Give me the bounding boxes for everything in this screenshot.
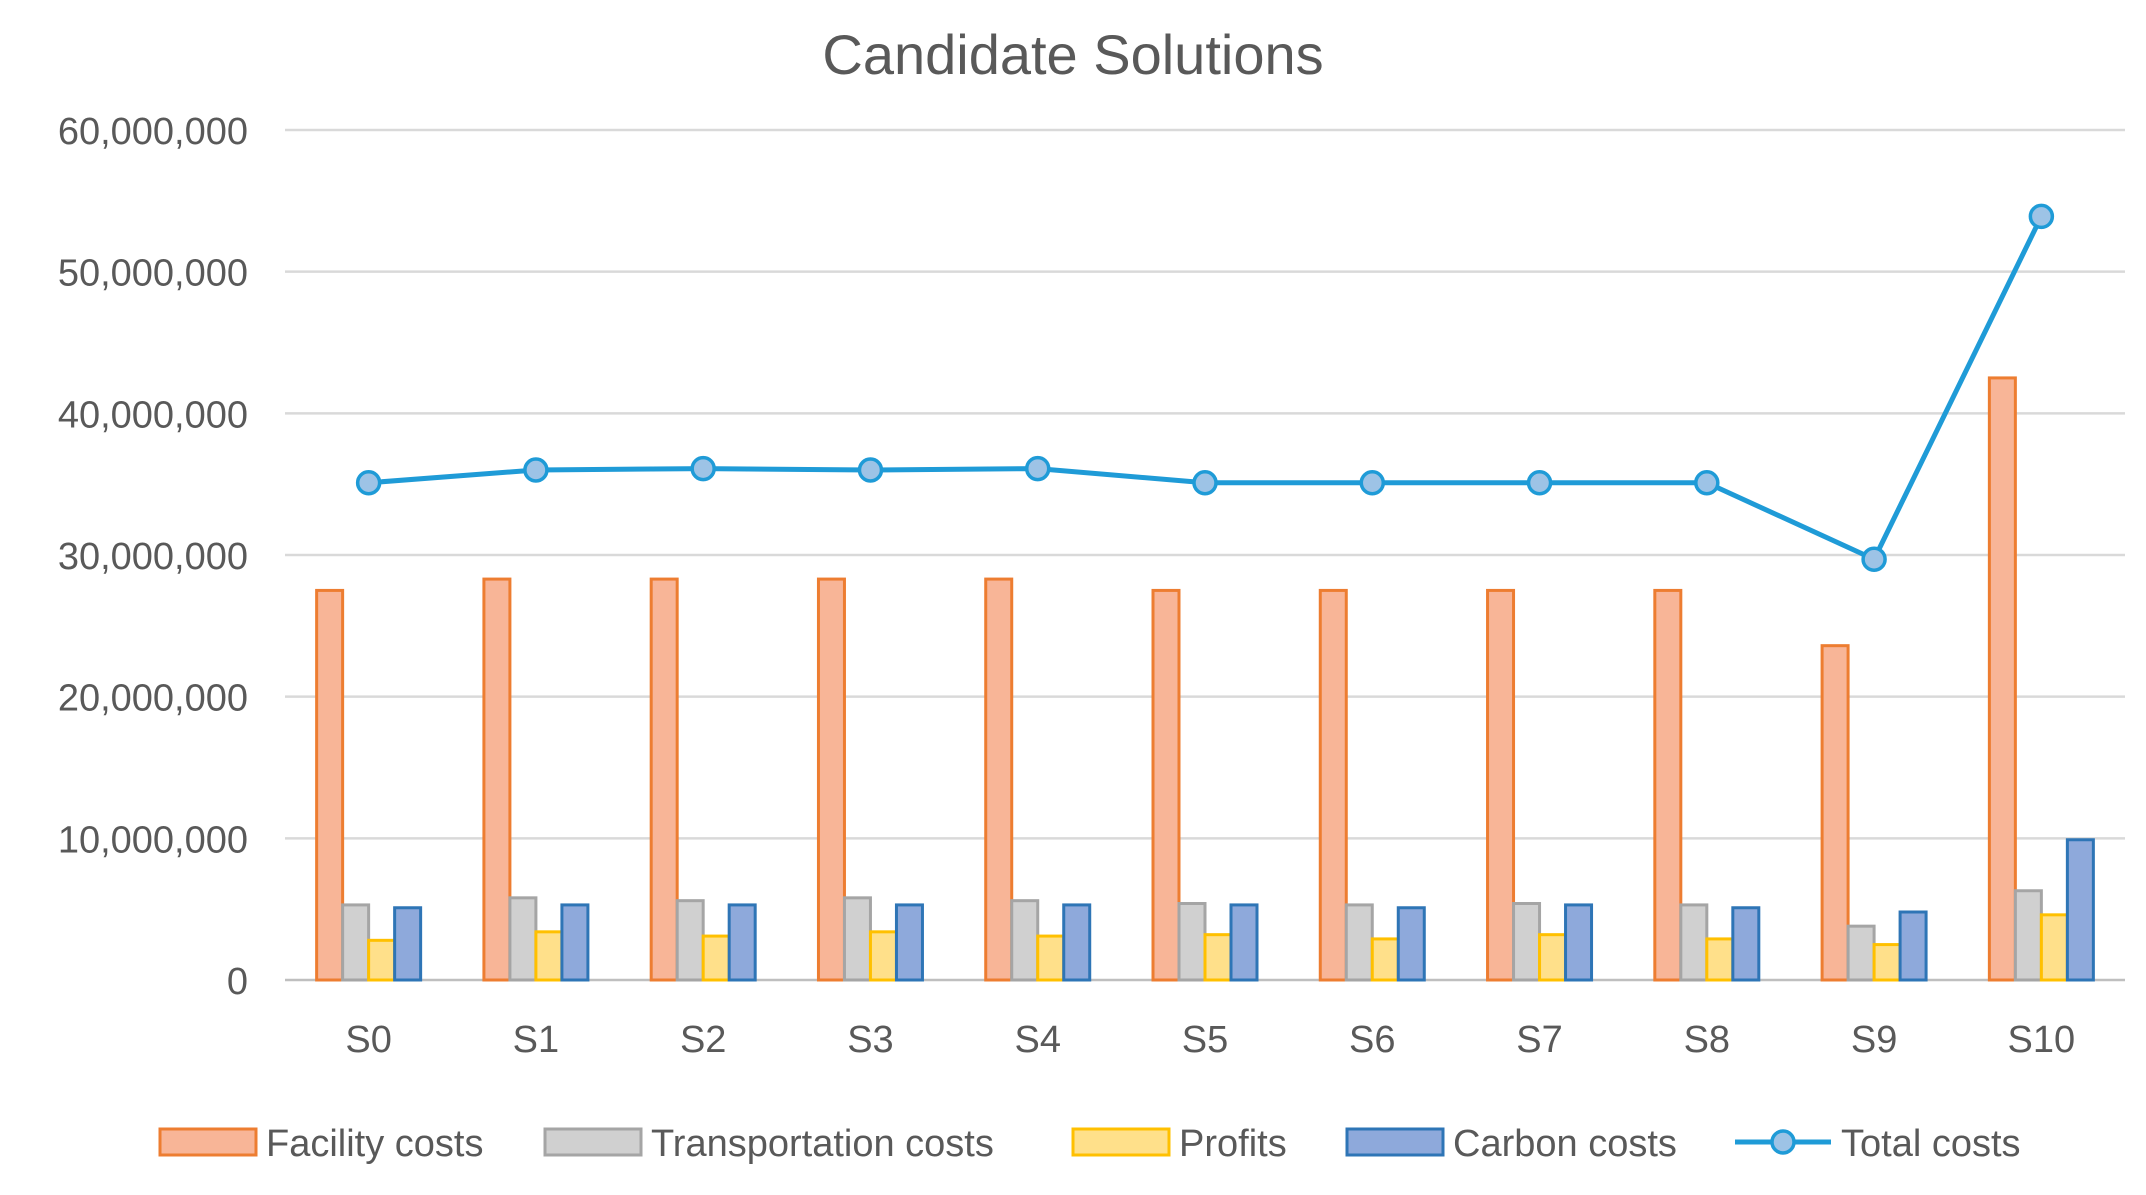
bar-profits — [1872, 943, 1902, 982]
y-axis-ticks: 0 10,000,000 20,000,000 30,000,000 40,000,00… — [58, 111, 248, 1003]
y-tick-label: 20,000,000 — [58, 678, 248, 720]
total-costs-point — [1526, 470, 1553, 496]
bar-transportation-costs — [508, 896, 538, 982]
legend-swatch-facility-costs — [158, 1127, 258, 1157]
bar-transportation-costs — [842, 896, 872, 982]
x-tick-label: S1 — [513, 1019, 559, 1061]
bar-profits — [868, 930, 898, 982]
y-tick-label: 60,000,000 — [58, 111, 248, 153]
bar-profits — [701, 934, 731, 982]
legend-label-total-costs: Total costs — [1841, 1123, 2021, 1165]
total-costs-point — [523, 457, 549, 483]
bar-transportation-costs — [1010, 899, 1040, 982]
x-axis-ticks: S0 S1 S2 S3 S4 S5 S6 S7 S8 S9 S10 — [345, 1019, 2075, 1061]
bar-profits — [1036, 934, 1066, 982]
x-tick-label: S2 — [680, 1019, 726, 1061]
bar-carbon-costs — [2065, 838, 2095, 982]
bar-profits — [534, 930, 564, 982]
legend-swatch-carbon-costs — [1345, 1127, 1445, 1157]
x-tick-label: S8 — [1684, 1019, 1730, 1061]
y-tick-label: 40,000,000 — [58, 394, 248, 436]
total-costs-point — [1359, 470, 1386, 496]
legend-swatch-profits — [1071, 1127, 1171, 1157]
bar-profits — [367, 938, 397, 982]
legend-swatch-transportation-costs — [543, 1127, 643, 1157]
bar-transportation-costs — [1846, 924, 1876, 982]
total-costs-point — [1861, 546, 1887, 572]
x-tick-label: S7 — [1516, 1019, 1562, 1061]
bar-facility-costs — [1987, 376, 2017, 982]
bars — [315, 376, 2095, 982]
bar-carbon-costs — [1229, 903, 1259, 982]
bar-profits — [1370, 937, 1400, 982]
total-costs-point — [355, 470, 382, 496]
x-tick-label: S5 — [1182, 1019, 1228, 1061]
bar-transportation-costs — [341, 903, 371, 982]
total-costs-point — [1694, 470, 1720, 496]
bar-facility-costs — [816, 577, 846, 982]
x-tick-label: S6 — [1349, 1019, 1395, 1061]
bar-facility-costs — [1151, 588, 1181, 982]
x-tick-label: S3 — [847, 1019, 893, 1061]
bar-transportation-costs — [1344, 903, 1374, 982]
total-costs-point — [2028, 203, 2055, 230]
bar-facility-costs — [984, 577, 1014, 982]
total-costs-line — [355, 203, 2055, 572]
y-tick-label: 30,000,000 — [58, 536, 248, 578]
bar-facility-costs — [1653, 588, 1683, 982]
bar-carbon-costs — [1898, 910, 1928, 982]
total-costs-point — [1192, 470, 1218, 496]
bar-profits — [1203, 933, 1233, 982]
bar-carbon-costs — [393, 906, 423, 982]
bar-transportation-costs — [1679, 903, 1709, 982]
bar-carbon-costs — [1564, 903, 1594, 982]
x-tick-label: S9 — [1851, 1019, 1897, 1061]
chart-title: Candidate Solutions — [822, 23, 1323, 86]
bar-facility-costs — [1820, 644, 1850, 982]
x-tick-label: S10 — [2008, 1019, 2076, 1061]
y-tick-label: 50,000,000 — [58, 253, 248, 295]
legend-marker-total-costs — [1770, 1129, 1796, 1155]
legend-label-transportation-costs: Transportation costs — [651, 1123, 994, 1165]
x-tick-label: S4 — [1014, 1019, 1060, 1061]
bar-transportation-costs — [2013, 889, 2043, 982]
legend-label-profits: Profits — [1179, 1123, 1287, 1165]
total-costs-point — [690, 455, 716, 482]
bar-carbon-costs — [560, 903, 590, 982]
bar-facility-costs — [482, 577, 512, 982]
bar-carbon-costs — [1396, 906, 1426, 982]
bar-carbon-costs — [727, 903, 757, 982]
legend-label-carbon-costs: Carbon costs — [1453, 1123, 1677, 1165]
bar-facility-costs — [1318, 588, 1348, 982]
bar-carbon-costs — [894, 903, 924, 982]
y-tick-label: 10,000,000 — [58, 819, 248, 861]
gridlines — [285, 128, 2125, 982]
legend-label-facility-costs: Facility costs — [266, 1123, 483, 1165]
total-costs-point — [857, 457, 884, 483]
bar-carbon-costs — [1731, 906, 1761, 982]
bar-profits — [1705, 937, 1735, 982]
total-costs-point — [1024, 455, 1051, 482]
bar-transportation-costs — [675, 899, 705, 982]
bar-facility-costs — [315, 588, 345, 982]
x-tick-label: S0 — [345, 1019, 391, 1061]
total-costs-polyline — [368, 215, 2044, 562]
bar-transportation-costs — [1177, 902, 1207, 982]
bar-transportation-costs — [1512, 902, 1542, 982]
y-tick-label: 0 — [227, 961, 248, 1003]
bar-facility-costs — [1486, 588, 1516, 982]
bar-facility-costs — [649, 577, 679, 982]
bar-profits — [1538, 933, 1568, 982]
legend: Facility costs Transportation costs Profit… — [158, 1123, 2021, 1165]
bar-profits — [2039, 913, 2069, 982]
bar-carbon-costs — [1062, 903, 1092, 982]
